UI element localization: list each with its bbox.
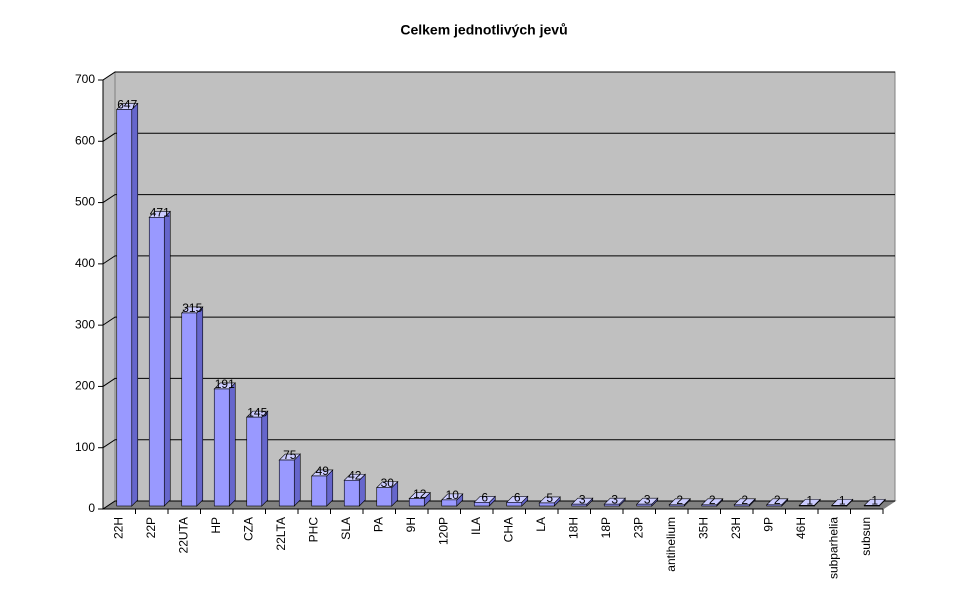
value-label: 3 bbox=[644, 492, 651, 506]
value-label: 30 bbox=[381, 476, 395, 490]
x-tick-label: 22LTA bbox=[274, 517, 288, 551]
bar bbox=[473, 502, 490, 507]
bar bbox=[798, 505, 815, 507]
y-tick-label: 200 bbox=[75, 379, 95, 393]
value-label: 471 bbox=[150, 206, 170, 220]
bar bbox=[181, 312, 198, 507]
y-tick-label: 600 bbox=[75, 133, 95, 147]
bar bbox=[408, 498, 425, 507]
bar-side bbox=[261, 410, 269, 507]
x-tick-label: 46H bbox=[794, 517, 808, 539]
bar bbox=[733, 504, 750, 507]
x-tick-label: 9P bbox=[761, 517, 775, 532]
x-tick-label: 35H bbox=[696, 517, 710, 539]
x-tick-label: 120P bbox=[436, 517, 450, 545]
bar-side bbox=[131, 102, 139, 507]
grid-line bbox=[102, 500, 895, 510]
x-tick-label: HP bbox=[209, 517, 223, 534]
bar bbox=[538, 502, 555, 507]
x-tick-label: 9H bbox=[404, 517, 418, 532]
x-tick-label: 23P bbox=[631, 517, 645, 538]
x-tick-label: antihelium bbox=[664, 517, 678, 572]
bar bbox=[571, 503, 588, 507]
bar bbox=[668, 504, 685, 507]
value-label: 12 bbox=[413, 487, 427, 501]
x-tick-label: 22H bbox=[111, 517, 125, 539]
x-tick-label: subparhelia bbox=[826, 517, 840, 579]
value-label: 145 bbox=[247, 405, 267, 419]
y-tick-label: 700 bbox=[75, 72, 95, 86]
x-tick-label: PHC bbox=[306, 517, 320, 543]
x-tick-label: SLA bbox=[339, 517, 353, 540]
grid-line bbox=[102, 132, 895, 142]
x-tick-label: PA bbox=[371, 517, 385, 532]
x-tick-label: CHA bbox=[501, 517, 515, 542]
value-label: 3 bbox=[611, 492, 618, 506]
value-label: 6 bbox=[481, 490, 488, 504]
bar bbox=[441, 499, 458, 507]
bar bbox=[376, 487, 393, 507]
grid-line bbox=[102, 255, 895, 265]
y-tick-label: 500 bbox=[75, 195, 95, 209]
value-label: 1 bbox=[839, 494, 846, 508]
value-label: 2 bbox=[709, 493, 716, 507]
value-label: 2 bbox=[676, 493, 683, 507]
x-tick-label: ILA bbox=[469, 517, 483, 535]
value-label: 42 bbox=[348, 468, 362, 482]
grid-line bbox=[102, 194, 895, 203]
value-label: 191 bbox=[215, 377, 235, 391]
value-label: 647 bbox=[117, 98, 137, 112]
bar bbox=[278, 459, 295, 507]
bar bbox=[343, 479, 360, 507]
x-tick-label: 18H bbox=[566, 517, 580, 539]
bar bbox=[636, 503, 653, 507]
bar bbox=[116, 109, 133, 507]
grid-line bbox=[102, 316, 895, 326]
x-tick-label: 18P bbox=[599, 517, 613, 538]
bar bbox=[506, 502, 523, 507]
bar bbox=[603, 503, 620, 507]
x-tick-label: CZA bbox=[241, 517, 255, 541]
grid-line bbox=[102, 71, 895, 81]
y-tick-label: 300 bbox=[75, 317, 95, 331]
value-label: 2 bbox=[774, 493, 781, 507]
grid-line bbox=[102, 439, 895, 449]
y-tick-label: 100 bbox=[75, 440, 95, 454]
value-label: 1 bbox=[806, 494, 813, 508]
value-label: 5 bbox=[546, 491, 553, 505]
x-tick-label: LA bbox=[534, 517, 548, 532]
bar-side bbox=[228, 382, 236, 507]
bar-side bbox=[163, 210, 171, 507]
bar bbox=[863, 505, 880, 507]
bar bbox=[701, 504, 718, 507]
bar bbox=[148, 217, 165, 507]
x-tick-label: 23H bbox=[729, 517, 743, 539]
value-label: 75 bbox=[283, 448, 297, 462]
value-label: 6 bbox=[514, 490, 521, 504]
bar bbox=[311, 475, 328, 507]
bar bbox=[831, 505, 848, 507]
bar-side bbox=[196, 306, 204, 507]
value-label: 10 bbox=[446, 488, 460, 502]
bar bbox=[213, 388, 230, 507]
value-label: 3 bbox=[579, 492, 586, 506]
bar bbox=[766, 504, 783, 507]
x-tick-label: subsun bbox=[859, 517, 873, 556]
y-tick-label: 0 bbox=[88, 501, 95, 515]
grid-line bbox=[102, 377, 895, 387]
x-tick-label: 22UTA bbox=[176, 517, 190, 553]
x-tick-label: 22P bbox=[144, 517, 158, 538]
bar bbox=[246, 416, 263, 507]
value-label: 315 bbox=[182, 301, 202, 315]
value-label: 49 bbox=[316, 464, 330, 478]
chart-title: Celkem jednotlivých jevů bbox=[400, 22, 567, 38]
value-label: 1 bbox=[871, 494, 878, 508]
y-tick-label: 400 bbox=[75, 256, 95, 270]
value-label: 2 bbox=[741, 493, 748, 507]
